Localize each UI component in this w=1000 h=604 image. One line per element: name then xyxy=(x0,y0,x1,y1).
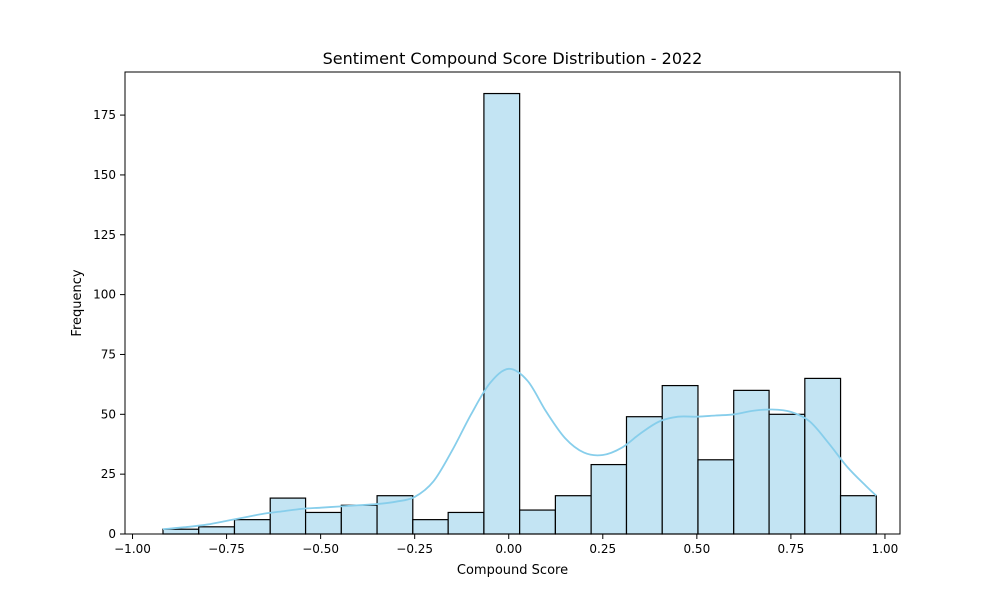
y-tick-label: 50 xyxy=(101,407,116,421)
histogram-bar-15 xyxy=(697,459,735,535)
y-tick-label: 175 xyxy=(93,108,116,122)
histogram-bar-2 xyxy=(233,519,271,535)
histogram-bar-1 xyxy=(198,526,236,535)
y-tick-label: 150 xyxy=(93,168,116,182)
histogram-bar-14 xyxy=(661,384,699,535)
x-tick-label: −0.50 xyxy=(302,542,339,556)
histogram-bar-13 xyxy=(625,416,663,535)
x-axis-label: Compound Score xyxy=(457,563,568,578)
histogram-bar-3 xyxy=(269,497,307,535)
chart-title: Sentiment Compound Score Distribution - … xyxy=(323,49,703,68)
plot-frame xyxy=(124,71,901,535)
histogram-bar-0 xyxy=(162,528,200,535)
y-tick-label: 25 xyxy=(101,467,116,481)
x-tick-label: −0.25 xyxy=(396,542,433,556)
kde-curve-group xyxy=(162,367,877,531)
y-tick-label: 75 xyxy=(101,347,116,361)
histogram-bar-4 xyxy=(304,511,342,535)
x-tick-label: −1.00 xyxy=(114,542,151,556)
x-tick-label: −0.75 xyxy=(208,542,245,556)
histogram-bar-8 xyxy=(447,511,485,535)
histogram-bar-16 xyxy=(733,389,770,535)
x-tick-label: 0.75 xyxy=(778,542,805,556)
histogram-bar-11 xyxy=(554,495,592,535)
y-tick-label: 100 xyxy=(93,288,116,302)
y-tick-label: 0 xyxy=(108,527,116,541)
y-tick-label: 125 xyxy=(93,228,116,242)
y-axis-ticks: 0 25 50 75 100 125 150 175 xyxy=(93,108,125,541)
histogram-bar-18 xyxy=(804,377,842,535)
histogram-bar-5 xyxy=(340,504,378,535)
histogram-bar-9 xyxy=(483,92,521,535)
histogram-bars xyxy=(162,92,877,535)
histogram-bar-10 xyxy=(519,509,556,535)
histogram-bar-12 xyxy=(590,463,628,535)
histogram-bar-7 xyxy=(412,519,449,535)
histogram-bar-17 xyxy=(768,413,806,535)
histogram-bar-19 xyxy=(839,495,877,535)
y-axis-label: Frequency xyxy=(70,269,85,336)
x-tick-label: 0.00 xyxy=(495,542,522,556)
x-tick-label: 0.50 xyxy=(683,542,710,556)
kde-line xyxy=(162,367,877,531)
x-tick-label: 0.25 xyxy=(589,542,616,556)
x-axis-ticks: −1.00 −0.75 −0.50 −0.25 0.00 0.25 0.50 0.75 1.00 xyxy=(114,534,898,556)
x-tick-label: 1.00 xyxy=(872,542,899,556)
